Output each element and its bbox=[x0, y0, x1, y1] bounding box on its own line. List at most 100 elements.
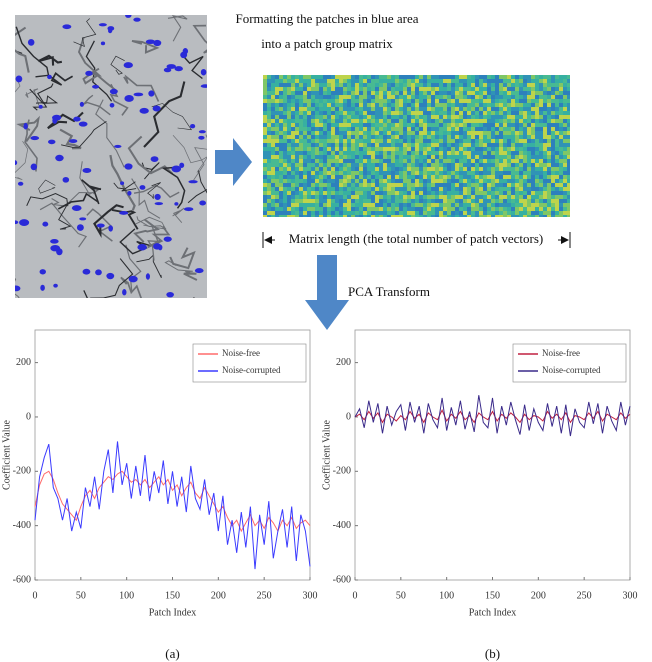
patch-dot bbox=[137, 244, 147, 251]
matrix-cell bbox=[403, 179, 407, 183]
matrix-cell bbox=[451, 187, 455, 191]
matrix-cell bbox=[279, 159, 283, 163]
matrix-cell bbox=[295, 127, 299, 131]
matrix-cell bbox=[467, 151, 471, 155]
matrix-cell bbox=[487, 171, 491, 175]
matrix-cell bbox=[515, 95, 519, 99]
matrix-cell bbox=[387, 103, 391, 107]
matrix-cell bbox=[315, 123, 319, 127]
matrix-cell bbox=[299, 163, 303, 167]
matrix-cell bbox=[335, 119, 339, 123]
matrix-cell bbox=[439, 211, 443, 215]
matrix-cell bbox=[327, 123, 331, 127]
matrix-cell bbox=[399, 147, 403, 151]
matrix-cell bbox=[387, 107, 391, 111]
matrix-cell bbox=[531, 179, 535, 183]
matrix-cell bbox=[451, 163, 455, 167]
matrix-cell bbox=[327, 211, 331, 215]
matrix-cell bbox=[275, 207, 279, 211]
matrix-cell bbox=[547, 95, 551, 99]
matrix-cell bbox=[387, 203, 391, 207]
matrix-cell bbox=[463, 163, 467, 167]
matrix-cell bbox=[339, 195, 343, 199]
series-line bbox=[34, 441, 311, 570]
matrix-cell bbox=[391, 187, 395, 191]
matrix-cell bbox=[379, 123, 383, 127]
matrix-cell bbox=[411, 151, 415, 155]
matrix-cell bbox=[439, 155, 443, 159]
matrix-cell bbox=[355, 171, 359, 175]
matrix-cell bbox=[319, 159, 323, 163]
matrix-cell bbox=[363, 79, 367, 83]
matrix-cell bbox=[431, 199, 435, 203]
matrix-cell bbox=[443, 75, 447, 79]
matrix-cell bbox=[527, 127, 531, 131]
matrix-cell bbox=[555, 151, 559, 155]
matrix-cell bbox=[359, 171, 363, 175]
matrix-cell bbox=[343, 159, 347, 163]
matrix-cell bbox=[295, 123, 299, 127]
matrix-cell bbox=[371, 131, 375, 135]
matrix-cell bbox=[391, 159, 395, 163]
matrix-cell bbox=[543, 203, 547, 207]
matrix-cell bbox=[379, 207, 383, 211]
matrix-cell bbox=[495, 79, 499, 83]
matrix-cell bbox=[539, 191, 543, 195]
x-tick-label: 100 bbox=[439, 590, 454, 601]
matrix-cell bbox=[515, 83, 519, 87]
matrix-cell bbox=[315, 135, 319, 139]
matrix-cell bbox=[367, 207, 371, 211]
matrix-cell bbox=[431, 167, 435, 171]
matrix-cell bbox=[343, 207, 347, 211]
matrix-cell bbox=[467, 79, 471, 83]
matrix-cell bbox=[459, 151, 463, 155]
matrix-cell bbox=[375, 203, 379, 207]
matrix-cell bbox=[407, 187, 411, 191]
matrix-cell bbox=[391, 147, 395, 151]
matrix-cell bbox=[371, 199, 375, 203]
matrix-cell bbox=[539, 135, 543, 139]
matrix-cell bbox=[335, 95, 339, 99]
matrix-cell bbox=[343, 123, 347, 127]
matrix-cell bbox=[543, 171, 547, 175]
matrix-cell bbox=[379, 195, 383, 199]
matrix-cell bbox=[443, 163, 447, 167]
matrix-cell bbox=[531, 107, 535, 111]
patch-dot bbox=[148, 90, 155, 97]
matrix-cell bbox=[371, 119, 375, 123]
matrix-cell bbox=[451, 79, 455, 83]
matrix-cell bbox=[283, 107, 287, 111]
matrix-cell bbox=[275, 151, 279, 155]
matrix-cell bbox=[419, 191, 423, 195]
matrix-cell bbox=[351, 187, 355, 191]
matrix-cell bbox=[395, 163, 399, 167]
matrix-cell bbox=[379, 187, 383, 191]
matrix-cell bbox=[495, 167, 499, 171]
matrix-cell bbox=[347, 167, 351, 171]
matrix-cell bbox=[539, 107, 543, 111]
matrix-cell bbox=[463, 191, 467, 195]
matrix-cell bbox=[363, 191, 367, 195]
matrix-cell bbox=[427, 203, 431, 207]
matrix-cell bbox=[307, 83, 311, 87]
matrix-cell bbox=[411, 95, 415, 99]
matrix-cell bbox=[407, 163, 411, 167]
matrix-cell bbox=[307, 183, 311, 187]
matrix-cell bbox=[419, 131, 423, 135]
matrix-cell bbox=[435, 135, 439, 139]
patch-dot bbox=[174, 66, 183, 72]
matrix-cell bbox=[267, 187, 271, 191]
matrix-cell bbox=[267, 183, 271, 187]
matrix-cell bbox=[407, 91, 411, 95]
patch-dot bbox=[114, 144, 122, 148]
matrix-cell bbox=[343, 139, 347, 143]
matrix-cell bbox=[403, 115, 407, 119]
matrix-cell bbox=[403, 147, 407, 151]
matrix-cell bbox=[547, 175, 551, 179]
matrix-cell bbox=[443, 111, 447, 115]
matrix-cell bbox=[535, 131, 539, 135]
matrix-cell bbox=[271, 163, 275, 167]
matrix-cell bbox=[511, 123, 515, 127]
matrix-cell bbox=[395, 187, 399, 191]
patch-dot bbox=[108, 225, 114, 232]
